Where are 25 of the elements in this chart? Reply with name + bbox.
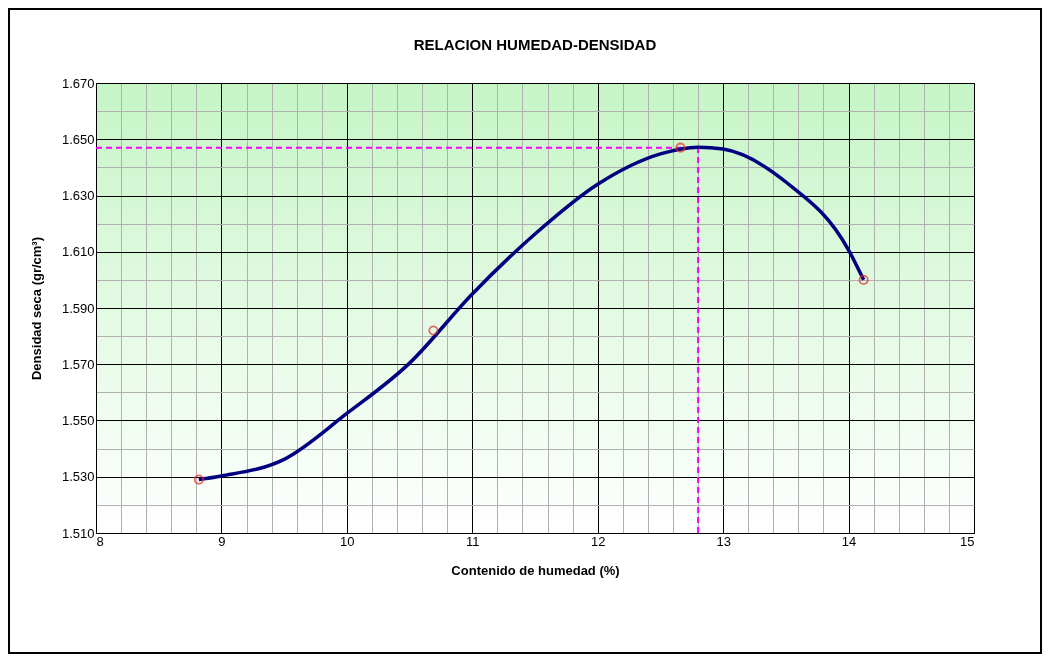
y-tick-label: 1.530 [61,469,95,485]
x-tick-label: 14 [841,533,857,549]
chart-title: RELACION HUMEDAD-DENSIDAD [413,36,657,53]
y-tick-label: 1.570 [61,356,95,372]
x-tick-label: 8 [96,533,104,549]
x-axis-title: Contenido de humedad (%) [451,562,620,578]
point [858,274,869,285]
y-axis-title: Densidad seca (gr/cm³) [28,236,44,381]
line-series [197,145,866,482]
y-tick-label: 1.650 [61,131,95,147]
x-tick-label: 12 [590,533,606,549]
x-tick-label: 9 [218,533,226,549]
y-tick-label: 1.670 [61,75,95,91]
y-tick-label: 1.590 [61,300,95,316]
x-tick-label: 15 [960,533,975,549]
x-tick-label: 13 [716,533,731,549]
x-tick-label: 10 [340,533,355,549]
y-tick-label: 1.610 [61,244,95,260]
point [428,325,439,336]
point [675,142,686,153]
y-tick-label: 1.630 [61,188,95,203]
x-tick-label: 11 [466,533,480,549]
y-tick-label: 1.510 [61,525,95,541]
y-tick-label: 1.550 [61,413,95,428]
point [193,474,204,485]
